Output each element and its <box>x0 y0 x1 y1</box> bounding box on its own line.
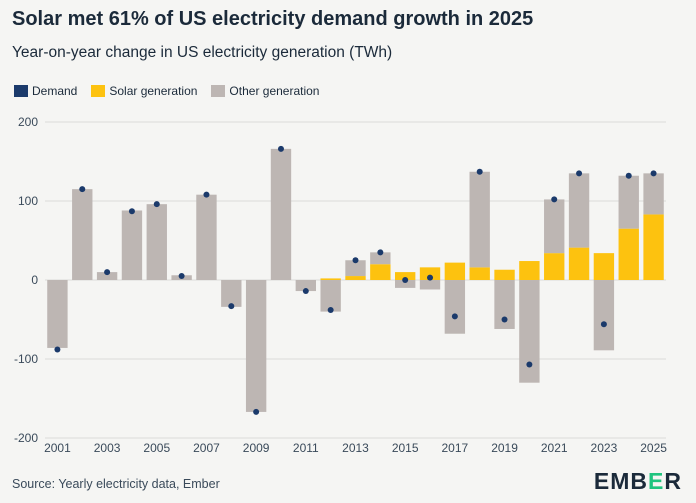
other-bar <box>121 210 143 280</box>
legend: Demand Solar generation Other generation <box>14 84 319 98</box>
demand-point <box>153 201 160 208</box>
other-bar <box>568 173 590 248</box>
other-bar <box>544 199 565 254</box>
other-bar <box>221 280 242 307</box>
legend-label-demand: Demand <box>32 84 78 98</box>
solar-bar <box>320 278 341 280</box>
x-tick-label: 2005 <box>143 441 170 455</box>
demand-point <box>54 346 61 353</box>
demand-point <box>576 170 583 177</box>
demand-point <box>501 316 508 323</box>
solar-bar <box>643 214 664 280</box>
demand-point <box>476 168 483 175</box>
other-bar <box>245 280 267 412</box>
demand-point <box>402 277 409 283</box>
x-tick-label: 2009 <box>243 441 270 455</box>
legend-label-solar: Solar generation <box>109 84 198 98</box>
demand-point <box>650 170 657 177</box>
demand-point <box>427 274 434 281</box>
other-bar <box>469 171 490 268</box>
other-bar <box>196 194 217 280</box>
other-bar <box>643 173 664 215</box>
x-tick-label: 2011 <box>293 441 319 455</box>
chart-plot: -200 -100 0 100 200 2001 2003 2005 2007 2009 2011 2… <box>14 115 667 455</box>
other-bar <box>320 280 341 312</box>
other-bar <box>419 280 441 290</box>
solar-bar <box>394 272 416 280</box>
other-bar <box>270 148 292 280</box>
x-tick-label: 2023 <box>591 441 618 455</box>
demand-point <box>128 208 135 215</box>
x-tick-label: 2013 <box>342 441 369 455</box>
demand-point <box>79 186 86 193</box>
demand-point <box>228 303 235 310</box>
x-tick-label: 2019 <box>491 441 518 455</box>
y-tick-label: -200 <box>14 431 38 445</box>
other-bar <box>394 280 416 288</box>
solar-bar <box>494 269 515 280</box>
legend-label-other: Other generation <box>229 84 320 98</box>
x-tick-label: 2017 <box>442 441 469 455</box>
solar-bar <box>519 261 540 280</box>
solar-bar <box>419 267 441 280</box>
other-bar <box>593 280 615 351</box>
solar-bar <box>469 267 490 280</box>
solar-bar <box>444 262 466 280</box>
x-tick-label: 2007 <box>193 441 220 455</box>
other-bar <box>47 280 68 348</box>
other-bar <box>519 280 540 383</box>
solar-bar <box>568 247 590 280</box>
demand-point <box>551 196 558 203</box>
y-tick-label: 100 <box>18 194 38 208</box>
demand-point <box>327 307 334 314</box>
other-bar <box>494 280 515 329</box>
other-bar <box>370 252 391 265</box>
legend-swatch-other <box>211 85 226 97</box>
x-tick-label: 2003 <box>94 441 121 455</box>
legend-item-other: Other generation <box>211 84 319 98</box>
demand-point <box>600 321 607 328</box>
source-note: Source: Yearly electricity data, Ember <box>12 477 220 491</box>
solar-bar <box>593 253 615 280</box>
demand-point <box>625 172 632 179</box>
demand-point <box>104 269 111 276</box>
demand-point <box>203 191 210 198</box>
chart-subtitle: Year-on-year change in US electricity ge… <box>12 44 393 61</box>
ember-logo: EMBER <box>593 468 682 494</box>
demand-point <box>526 361 533 368</box>
x-tick-label: 2021 <box>541 441 568 455</box>
legend-swatch-solar <box>91 85 106 97</box>
legend-item-solar: Solar generation <box>91 84 197 98</box>
other-bar <box>146 204 167 280</box>
x-tick-label: 2015 <box>392 441 419 455</box>
other-bar <box>295 280 317 292</box>
legend-swatch-demand <box>14 85 28 97</box>
demand-point <box>451 313 458 320</box>
x-tick-label: 2025 <box>640 441 667 455</box>
other-bar <box>618 175 639 229</box>
other-bar <box>444 280 466 334</box>
demand-point <box>253 408 260 415</box>
solar-bar <box>345 276 366 280</box>
y-tick-label: 0 <box>31 273 38 287</box>
x-tick-label: 2001 <box>44 441 71 455</box>
y-tick-label: -100 <box>14 352 38 366</box>
other-bar <box>96 272 118 280</box>
demand-point <box>178 273 185 280</box>
solar-bar <box>618 228 639 280</box>
demand-point <box>302 288 309 295</box>
demand-point <box>377 249 384 256</box>
demand-point <box>277 145 284 152</box>
legend-item-demand: Demand <box>14 84 77 98</box>
chart-title: Solar met 61% of US electricity demand g… <box>12 8 534 30</box>
demand-point <box>352 257 359 264</box>
other-bar <box>72 189 93 280</box>
other-bar <box>345 260 366 277</box>
y-tick-label: 200 <box>18 115 38 129</box>
solar-bar <box>370 264 391 280</box>
solar-bar <box>544 253 565 280</box>
